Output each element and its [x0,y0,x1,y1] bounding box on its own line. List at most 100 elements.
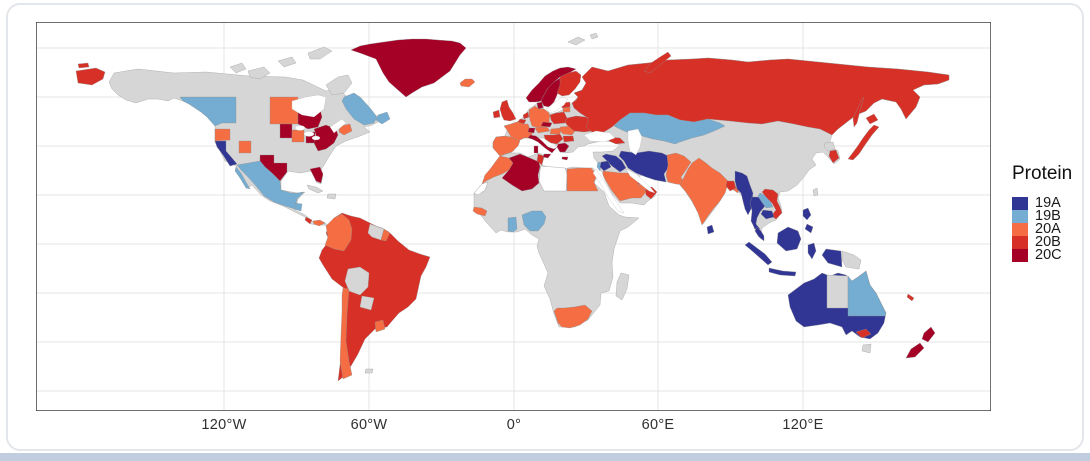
region-kazakhstan [613,112,726,145]
region-new-caledonia [906,293,915,302]
region-hungary [549,127,562,135]
region-ghana [507,216,518,233]
region-nigeria [521,210,547,232]
region-philippines [802,207,814,234]
falkland-islands [364,368,374,374]
hispaniola [326,193,337,200]
legend-swatch-icon [1012,249,1028,262]
region-israel [596,161,602,172]
region-ireland [492,109,501,119]
legend-item-label: 20B [1035,234,1061,250]
region-bulgaria [562,135,575,143]
legend-item: 20C [1012,248,1090,262]
map-panel [36,22,991,411]
region-chile [339,287,353,380]
region-vietnam [761,188,783,220]
lake-michigan-huron [303,131,315,137]
region-greece [556,142,570,161]
x-tick-label: 120°W [201,417,247,433]
region-algeria [501,153,541,192]
region-iceland [459,78,476,88]
region-sumatra [744,241,773,266]
x-tick-label: 120°E [782,417,824,433]
page-bottom-strip [0,453,1090,461]
region-france [503,119,533,142]
madagascar [615,272,630,301]
region-tunisia [536,153,545,166]
arctic-island [277,56,297,68]
region-jordan [599,160,612,172]
region-belgium [517,118,527,125]
north-korea [823,141,836,152]
legend-swatch-icon [1012,210,1028,223]
region-minnesota [279,123,293,139]
persian-gulf [625,168,656,194]
hudson-bay-water [291,94,327,118]
region-austria [534,126,551,134]
region-iran [618,150,671,183]
legend-swatch-icon [1012,223,1028,236]
water-bodies [291,94,656,214]
legend-item: 20B [1012,234,1090,250]
banks-island [229,62,247,74]
region-borneo [776,226,802,252]
legend-item-label: 20A [1035,221,1061,237]
region-malaysia [754,226,765,242]
region-south-korea [828,149,840,164]
paraguay [359,295,375,311]
region-egypt [566,167,599,192]
figure-card: 120°W 60°W 0° 60°E 120°E Protein 19A 19B… [6,3,1084,451]
cuba [306,184,324,194]
region-mexico [234,160,305,210]
legend: Protein 19A 19B 20A 20B 20C [1012,163,1090,262]
region-british-columbia [179,96,237,127]
region-libya [538,165,568,192]
region-queensland [847,270,887,317]
lake-erie [311,135,321,141]
red-sea [592,168,625,214]
region-california [214,140,238,167]
region-czechia [540,121,553,128]
region-south-america [318,212,431,382]
region-uk [499,99,517,122]
region-sakhalin [852,96,865,128]
region-colombia [324,213,353,252]
region-denmark [536,101,544,110]
region-wisconsin [291,129,305,143]
region-japan [847,113,880,161]
region-florida [309,166,324,184]
region-novaya-zemlya [643,51,672,74]
region-oregon [214,128,231,142]
region-finland [556,70,582,97]
region-cambodia [760,209,775,220]
region-utah [238,140,252,154]
region-uruguay [374,319,386,333]
caspian-sea [627,128,643,156]
region-myanmar [734,170,754,216]
region-italy [527,134,558,159]
ellesmere-island [307,46,333,60]
lake-superior [294,125,306,131]
world-choropleth-map [36,22,991,411]
tasmania [861,343,872,354]
legend-item: 19A [1012,196,1090,210]
papua-new-guinea [841,250,862,270]
region-sulawesi [807,242,817,260]
victoria-island [247,66,271,80]
x-tick-label: 0° [506,417,522,433]
region-new-brunswick [338,123,353,136]
region-panama [312,219,326,227]
region-senegal [472,206,488,217]
region-french-guiana [380,228,391,242]
legend-item: 19B [1012,208,1090,224]
region-bangladesh [725,180,737,192]
region-western-sahara [473,181,489,196]
legend-item: 20A [1012,221,1090,237]
legend-swatch-icon [1012,197,1028,210]
baffin-island [325,74,353,96]
legend-rows: 19A 19B 20A 20B 20C [1012,196,1090,262]
region-sri-lanka [706,224,715,235]
region-victoria [855,328,872,339]
legend-item-label: 19B [1035,208,1061,224]
svalbard [567,32,599,46]
